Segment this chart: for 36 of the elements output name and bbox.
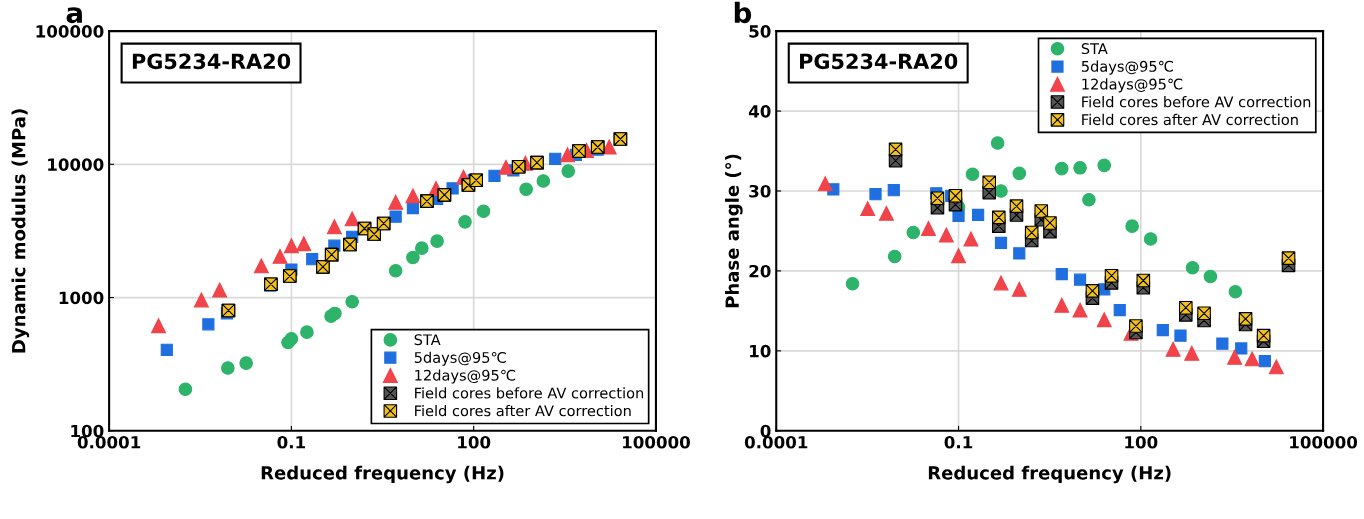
y-tick-label: 0 [760,424,771,438]
x-axis-title: Reduced frequency (Hz) [261,465,504,484]
y-tick-label: 40 [748,105,771,118]
legend-label: Field cores before AV correction [415,387,644,399]
y-tick-label: 100000 [36,25,104,38]
legend-label: 5days@95℃ [414,351,506,366]
y-axis-title: Dynamic modulus (MPa) [11,109,30,353]
legend-label: 12days@95℃ [415,369,516,384]
x-axis-title: Reduced frequency (Hz) [928,465,1171,484]
y-tick-label: 10 [750,344,771,358]
legend-label: Field cores before AV correction [1082,96,1311,108]
x-tick-label: 100 [458,435,491,449]
y-tick-label: 50 [749,25,771,38]
legend-label: 12days@95℃ [1082,78,1183,93]
y-tick-label: 30 [749,184,771,198]
y-tick-label: 100 [71,424,104,438]
x-tick-label: 100000 [623,435,690,449]
y-tick-label: 20 [749,264,771,278]
x-tick-label: 0.0001 [77,435,141,449]
y-axis-title: Phase angle (°) [725,154,743,308]
x-tick-label: 0.0001 [744,435,808,449]
y-tick-label: 1000 [59,291,104,305]
legend-label: STA [414,334,441,346]
legend-label: STA [1081,43,1108,55]
x-tick-label: 100 [1125,435,1158,449]
legend-label: 5days@95℃ [1081,60,1173,75]
annotation: PG5234-RA20 [132,53,291,70]
legend-label: Field cores after AV correction [415,404,631,417]
x-tick-label: 0.1 [277,435,306,449]
x-tick-label: 100000 [1290,435,1358,449]
y-tick-label: 10000 [48,158,104,171]
legend-label: Field cores after AV correction [1082,113,1298,126]
chart-title: a [66,7,82,24]
x-tick-label: 0.1 [944,435,973,449]
annotation: PG5234-RA20 [800,53,958,70]
chart-title: b [734,1,752,24]
